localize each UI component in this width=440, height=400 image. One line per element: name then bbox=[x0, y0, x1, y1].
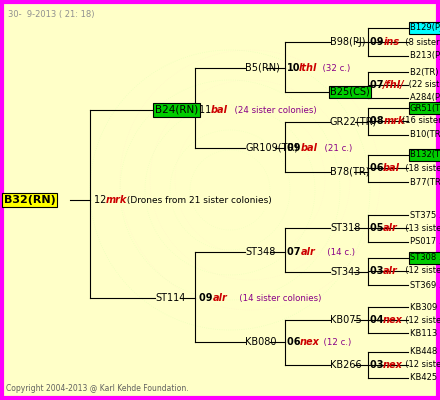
Text: KB309 .02: KB309 .02 bbox=[410, 302, 440, 312]
Text: B78(TR): B78(TR) bbox=[330, 167, 370, 177]
Text: nex: nex bbox=[300, 337, 320, 347]
Text: 03: 03 bbox=[370, 360, 387, 370]
Text: 03: 03 bbox=[370, 266, 387, 276]
Text: KB113 .01: KB113 .01 bbox=[410, 328, 440, 338]
Text: KB075: KB075 bbox=[330, 315, 362, 325]
Text: KB425 .00: KB425 .00 bbox=[410, 374, 440, 382]
Text: nex: nex bbox=[383, 315, 403, 325]
Text: bal: bal bbox=[301, 143, 318, 153]
Text: B24(RN): B24(RN) bbox=[155, 105, 198, 115]
Text: 07: 07 bbox=[287, 247, 304, 257]
Text: (13 sister colonies): (13 sister colonies) bbox=[400, 224, 440, 232]
Text: (18 sister colonies): (18 sister colonies) bbox=[400, 164, 440, 172]
Text: ins: ins bbox=[384, 37, 400, 47]
Text: alr: alr bbox=[383, 266, 398, 276]
Text: ST369 .00: ST369 .00 bbox=[410, 280, 440, 290]
Text: 09: 09 bbox=[199, 293, 216, 303]
Text: 08: 08 bbox=[370, 116, 387, 126]
Text: mrk: mrk bbox=[384, 116, 405, 126]
Text: (14 sister colonies): (14 sister colonies) bbox=[231, 294, 321, 302]
Text: GR109(TR): GR109(TR) bbox=[245, 143, 298, 153]
Text: (12 c.): (12 c.) bbox=[318, 338, 351, 346]
Text: 05: 05 bbox=[370, 223, 387, 233]
Text: ST308 .01: ST308 .01 bbox=[410, 254, 440, 262]
Text: 10: 10 bbox=[287, 63, 301, 73]
Text: (12 sister colonies): (12 sister colonies) bbox=[400, 316, 440, 324]
Text: B98(PJ): B98(PJ) bbox=[330, 37, 366, 47]
Text: (32 c.): (32 c.) bbox=[317, 64, 350, 72]
Text: alr: alr bbox=[301, 247, 316, 257]
Text: ST318: ST318 bbox=[330, 223, 360, 233]
Text: Copyright 2004-2013 @ Karl Kehde Foundation.: Copyright 2004-2013 @ Karl Kehde Foundat… bbox=[6, 384, 189, 393]
Text: (22 sister colonies): (22 sister colonies) bbox=[406, 80, 440, 90]
Text: alr: alr bbox=[213, 293, 228, 303]
Text: 11: 11 bbox=[199, 105, 214, 115]
Text: mrk: mrk bbox=[106, 195, 127, 205]
Text: GR22(TR): GR22(TR) bbox=[330, 117, 377, 127]
Text: alr: alr bbox=[383, 223, 398, 233]
Text: B10(TR) .05: B10(TR) .05 bbox=[410, 130, 440, 140]
Text: KB080: KB080 bbox=[245, 337, 276, 347]
Text: bal: bal bbox=[211, 105, 228, 115]
Text: lthl: lthl bbox=[299, 63, 317, 73]
Text: 06: 06 bbox=[287, 337, 304, 347]
Text: 06: 06 bbox=[370, 163, 387, 173]
Text: ST348: ST348 bbox=[245, 247, 275, 257]
Text: KB266: KB266 bbox=[330, 360, 362, 370]
Text: 30-  9-2013 ( 21: 18): 30- 9-2013 ( 21: 18) bbox=[8, 10, 95, 19]
Text: B5(RN): B5(RN) bbox=[245, 63, 280, 73]
Text: 07: 07 bbox=[370, 80, 387, 90]
Text: (8 sister colonies): (8 sister colonies) bbox=[400, 38, 440, 46]
Text: 09: 09 bbox=[287, 143, 304, 153]
Text: (Drones from 21 sister colonies): (Drones from 21 sister colonies) bbox=[124, 196, 272, 204]
Text: (16 sister colonies): (16 sister colonies) bbox=[402, 116, 440, 126]
Text: 04: 04 bbox=[370, 315, 387, 325]
Text: ST375 .03: ST375 .03 bbox=[410, 210, 440, 220]
Text: B132(TR) .04: B132(TR) .04 bbox=[410, 150, 440, 160]
Text: nex: nex bbox=[383, 360, 403, 370]
Text: (14 c.): (14 c.) bbox=[319, 248, 355, 256]
Text: (21 c.): (21 c.) bbox=[319, 144, 352, 152]
Text: ST343: ST343 bbox=[330, 267, 360, 277]
Text: 12: 12 bbox=[94, 195, 110, 205]
Text: KB448 .02: KB448 .02 bbox=[410, 348, 440, 356]
Text: B2(TR) .06: B2(TR) .06 bbox=[410, 68, 440, 76]
Text: 09: 09 bbox=[370, 37, 387, 47]
Text: /fhl/: /fhl/ bbox=[383, 80, 405, 90]
Text: bal: bal bbox=[383, 163, 400, 173]
Text: ST114: ST114 bbox=[155, 293, 185, 303]
Text: B129(PJ) .07: B129(PJ) .07 bbox=[410, 24, 440, 32]
Text: B213(PJ) .06: B213(PJ) .06 bbox=[410, 52, 440, 60]
Text: PS017 .01: PS017 .01 bbox=[410, 238, 440, 246]
Text: A284(PJ) .04: A284(PJ) .04 bbox=[410, 94, 440, 102]
Text: (12 sister colonies): (12 sister colonies) bbox=[400, 360, 440, 370]
Text: (24 sister colonies): (24 sister colonies) bbox=[229, 106, 317, 114]
Text: GR51(TRF10: GR51(TRF10 bbox=[410, 104, 440, 112]
Text: (12 sister colonies): (12 sister colonies) bbox=[400, 266, 440, 276]
Text: B25(CS): B25(CS) bbox=[330, 87, 370, 97]
Text: B77(TR) .04: B77(TR) .04 bbox=[410, 178, 440, 186]
Text: B32(RN): B32(RN) bbox=[4, 195, 56, 205]
